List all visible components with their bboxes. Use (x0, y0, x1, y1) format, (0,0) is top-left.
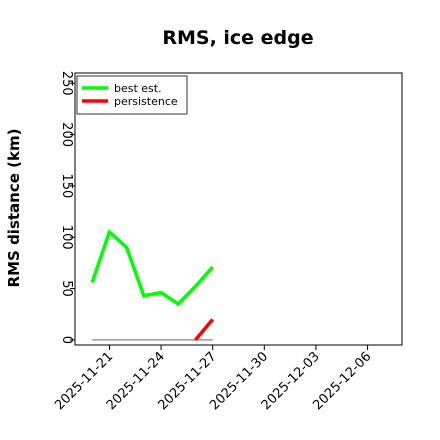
legend-label: best est. (114, 82, 162, 95)
y-tick-label: 200 (59, 122, 74, 147)
y-axis-label: RMS distance (km) (5, 129, 23, 288)
legend-box (76, 75, 188, 115)
series-layer (90, 229, 215, 341)
series-line-best-est (90, 229, 214, 307)
y-tick-label: 100 (59, 225, 74, 250)
plot-area (74, 72, 403, 346)
y-tick-label: 150 (59, 173, 74, 198)
y-tick-label: 0 (59, 336, 74, 344)
series-line-persistence (194, 318, 215, 341)
x-axis: 2025-11-212025-11-242025-11-272025-11-30… (52, 345, 374, 413)
y-tick-label: 250 (59, 71, 74, 96)
legend-label: persistence (114, 95, 178, 108)
chart-title: RMS, ice edge (162, 27, 313, 49)
legend: best est.persistence (76, 75, 188, 115)
y-axis: 0 50 100 150 200 250 (59, 71, 75, 344)
y-tick-label: 50 (59, 280, 74, 297)
